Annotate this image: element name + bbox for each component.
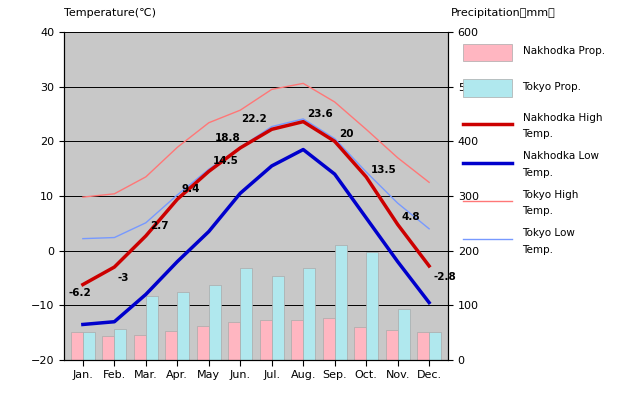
Bar [134,335,146,360]
Text: Tokyo High: Tokyo High [522,190,579,200]
Bar [335,245,347,360]
Bar [102,336,115,360]
Bar [272,276,284,360]
Bar [260,320,272,360]
Text: Precipitation（mm）: Precipitation（mm） [451,8,556,18]
Bar [165,331,177,360]
Bar [197,326,209,360]
Bar [366,252,378,360]
Text: -2.8: -2.8 [433,272,456,282]
Text: 13.5: 13.5 [371,165,396,175]
Bar [354,327,366,360]
Bar [291,320,303,360]
Bar [303,268,315,360]
Text: 20: 20 [339,129,353,139]
Text: 9.4: 9.4 [182,184,200,194]
Text: Temp.: Temp. [522,206,554,216]
Text: Temp.: Temp. [522,168,554,178]
Bar [240,268,252,360]
Text: Temperature(℃): Temperature(℃) [64,8,156,18]
Bar [429,332,441,360]
Text: Nakhodka Low: Nakhodka Low [522,151,598,161]
Text: 22.2: 22.2 [241,114,267,124]
Text: Temp.: Temp. [522,129,554,139]
Text: 4.8: 4.8 [402,212,420,222]
Text: -3: -3 [117,273,129,283]
Text: Tokyo Prop.: Tokyo Prop. [522,82,582,92]
Bar [386,330,397,360]
Text: 14.5: 14.5 [213,156,239,166]
Bar [146,296,158,360]
Text: Temp.: Temp. [522,244,554,254]
Text: Nakhodka High: Nakhodka High [522,113,602,123]
Bar [228,322,240,360]
Text: Nakhodka Prop.: Nakhodka Prop. [522,46,605,56]
Bar [71,332,83,360]
Bar [417,332,429,360]
Bar [177,292,189,360]
Text: Tokyo Low: Tokyo Low [522,228,575,238]
Bar [397,309,410,360]
Bar [209,284,221,360]
Bar [463,79,512,97]
Text: 18.8: 18.8 [215,133,241,143]
Text: 2.7: 2.7 [150,221,168,231]
Text: -6.2: -6.2 [69,288,92,298]
Bar [463,44,512,62]
Bar [323,318,335,360]
Text: 23.6: 23.6 [307,110,333,120]
Bar [115,329,126,360]
Bar [83,332,95,360]
